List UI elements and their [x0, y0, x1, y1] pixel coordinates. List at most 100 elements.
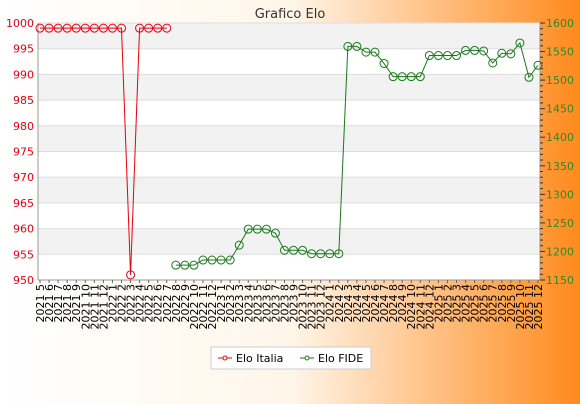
data-point: 2023 3: 1211: [234, 240, 244, 250]
x-tick-label: 2021 6: [43, 284, 56, 323]
x-tick-label: 2023 6: [260, 284, 273, 323]
grid-band: [38, 125, 540, 152]
x-tick-label: 2022 4: [134, 284, 147, 323]
right-tick-label: 1550: [546, 46, 574, 59]
x-tick-label: 2023 3: [233, 284, 246, 323]
data-point: 2025 11: 1505: [524, 72, 534, 82]
x-tick-label: 2022 2: [115, 284, 128, 323]
data-point: 2021 5: 999: [35, 23, 45, 33]
data-point: 2025 6: 1551: [479, 46, 489, 56]
x-tick-label: 2024 10: [405, 284, 418, 330]
x-tick-label: 2023 9: [288, 284, 301, 323]
data-point: 2023 2: 1185: [225, 255, 235, 265]
x-tick-label: 2025 2: [441, 284, 454, 323]
x-tick-label: 2024 6: [369, 284, 382, 323]
right-tick-label: 1200: [546, 245, 574, 258]
right-tick-label: 1450: [546, 103, 574, 116]
x-tick-label: 2022 11: [197, 284, 210, 330]
x-tick-label: 2025 8: [496, 284, 509, 323]
x-tick-label: 2022 8: [170, 284, 183, 323]
left-tick-label: 970: [13, 171, 34, 184]
data-point: 2023 11: 1196: [307, 249, 317, 259]
x-tick-label: 2025 1: [432, 284, 445, 323]
data-point: 2025 5: 1552: [470, 45, 480, 55]
data-point: 2024 12: 1543: [424, 51, 434, 61]
grid-band: [38, 23, 540, 49]
legend-marker-italia: [222, 355, 228, 361]
x-tick-label: 2025 5: [469, 284, 482, 323]
x-tick-label: 2022 1: [106, 284, 119, 323]
left-axis: 950 955 960 965 970 975 980 985 990 995 1000: [6, 17, 39, 287]
x-tick-label: 2022 5: [143, 284, 156, 323]
x-tick-label: 2024 7: [378, 284, 391, 323]
data-point: 2025 3: 1543: [452, 51, 462, 61]
data-point: 2021 12: 999: [98, 23, 108, 33]
left-tick-label: 985: [13, 94, 34, 107]
left-tick-label: 1000: [6, 17, 34, 30]
left-tick-label: 990: [13, 68, 34, 81]
x-tick-label: 2025 3: [451, 284, 464, 323]
data-point: 2025 10: 1565: [515, 38, 525, 48]
data-point: 2024 1: 1196: [325, 249, 335, 259]
data-point: 2022 10: 1176: [189, 260, 199, 270]
data-point: 2022 9: 1176: [180, 260, 190, 270]
data-point: 2024 5: 1549: [361, 47, 371, 57]
x-tick-label: 2025 4: [460, 284, 473, 323]
data-point: 2021 6: 999: [44, 23, 54, 33]
x-tick-label: 2023 8: [278, 284, 291, 323]
data-point: 2024 2: 1196: [334, 249, 344, 259]
chart-title: Grafico Elo: [255, 7, 326, 22]
data-point: 2024 3: 1559: [343, 41, 353, 51]
data-point: 2024 11: 1506: [415, 72, 425, 82]
legend-marker-fide: [304, 355, 310, 361]
grid-band: [38, 177, 540, 203]
right-tick-label: 1400: [546, 131, 574, 144]
data-point: 2021 8: 999: [62, 23, 72, 33]
data-point: 2024 6: 1549: [370, 47, 380, 57]
x-tick-label: 2021 10: [79, 284, 92, 330]
x-tick-label: 2023 1: [215, 284, 228, 323]
x-tick-label: 2023 7: [269, 284, 282, 323]
legend-box: [210, 346, 372, 370]
right-axis: 1150 1200 1250 1300 1350 1400 1450 1500 1550 1600: [539, 17, 574, 287]
x-tick-label: 2024 3: [342, 284, 355, 323]
x-tick-label: 2022 6: [152, 284, 165, 323]
x-tick-label: 2025 6: [478, 284, 491, 323]
data-point: 2025 4: 1552: [461, 45, 471, 55]
data-point: 2021 11: 999: [89, 23, 99, 33]
data-point: 2022 7: 999: [162, 23, 172, 33]
x-tick-label: 2021 5: [34, 284, 47, 323]
x-tick-label: 2022 7: [161, 284, 174, 323]
data-point: 2024 8: 1506: [388, 72, 398, 82]
left-tick-label: 955: [13, 248, 34, 261]
right-tick-label: 1150: [546, 274, 574, 287]
left-tick-label: 965: [13, 197, 34, 210]
data-point: 2024 4: 1559: [352, 41, 362, 51]
right-tick-label: 1250: [546, 217, 574, 230]
right-tick-label: 1500: [546, 74, 574, 87]
data-point: 2023 6: 1239: [261, 224, 271, 234]
x-tick-label: 2025 11: [523, 284, 536, 330]
grid-band: [38, 74, 540, 101]
x-tick-label: 2023 11: [306, 284, 319, 330]
data-point: 2022 3: 951: [126, 270, 136, 280]
data-point: 2022 5: 999: [144, 23, 154, 33]
x-tick-label: 2021 7: [52, 284, 65, 323]
data-point: 2023 4: 1239: [243, 224, 253, 234]
x-tick-label: 2024 8: [387, 284, 400, 323]
x-tick-label: 2021 12: [97, 284, 110, 330]
data-point: 2023 7: 1232: [270, 228, 280, 238]
left-tick-label: 975: [13, 146, 34, 159]
data-point: 2024 9: 1506: [397, 72, 407, 82]
x-tick-label: 2025 12: [532, 284, 545, 330]
data-point: 2022 2: 999: [116, 23, 126, 33]
series-elo-italia: 2021 5: 9992021 6: 9992021 7: 9992021 8:…: [35, 23, 172, 280]
x-tick-label: 2023 10: [297, 284, 310, 330]
legend: Elo Italia Elo FIDE: [210, 346, 372, 370]
x-tick-label: 2023 12: [315, 284, 328, 330]
x-tick-label: 2024 2: [333, 284, 346, 323]
x-tick-label: 2024 5: [360, 284, 373, 323]
